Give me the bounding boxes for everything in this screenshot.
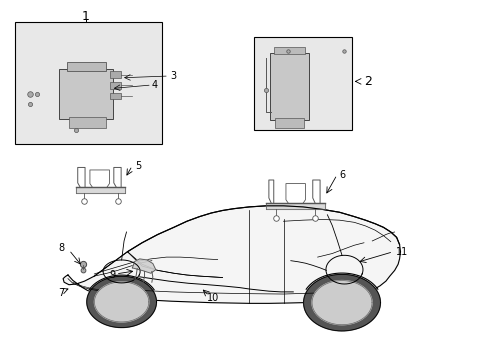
Polygon shape: [63, 206, 400, 303]
Polygon shape: [266, 203, 325, 209]
Bar: [66, 62, 105, 71]
Bar: [69, 117, 105, 128]
Text: 9: 9: [110, 270, 116, 280]
Polygon shape: [132, 259, 156, 273]
Polygon shape: [87, 276, 156, 328]
Text: 3: 3: [170, 71, 177, 81]
Bar: [110, 93, 121, 99]
FancyBboxPatch shape: [269, 53, 309, 120]
FancyBboxPatch shape: [59, 69, 113, 119]
Bar: [15, 22, 161, 144]
Text: 10: 10: [206, 293, 219, 303]
Polygon shape: [303, 274, 380, 331]
Text: 5: 5: [135, 161, 141, 171]
Text: 8: 8: [59, 243, 64, 253]
Polygon shape: [76, 187, 125, 193]
Bar: [254, 37, 351, 130]
Text: 6: 6: [339, 170, 345, 180]
Bar: [273, 47, 305, 54]
Polygon shape: [311, 280, 371, 325]
Polygon shape: [94, 282, 148, 322]
Bar: [110, 82, 121, 89]
Text: 7: 7: [59, 288, 64, 298]
Bar: [110, 71, 121, 78]
Text: 4: 4: [151, 80, 157, 90]
Text: 2: 2: [363, 75, 371, 88]
Text: 1: 1: [82, 10, 90, 23]
Bar: [275, 118, 304, 128]
Text: 11: 11: [395, 247, 407, 257]
